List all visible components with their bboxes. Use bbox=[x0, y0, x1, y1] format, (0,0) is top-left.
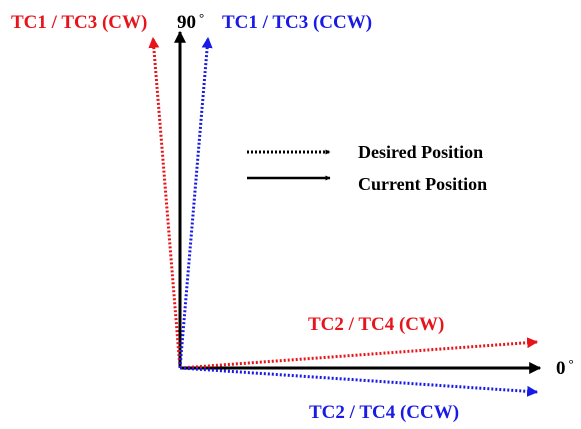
tc13-cw-label: TC1 / TC3 (CW) bbox=[11, 12, 147, 33]
tc13-ccw-label: TC1 / TC3 (CCW) bbox=[222, 12, 372, 33]
deg0-label: 0 ° bbox=[556, 356, 574, 379]
deg0-value: 0 bbox=[556, 358, 566, 379]
tc24-cw-label: TC2 / TC4 (CW) bbox=[308, 314, 444, 335]
legend-current-label: Current Position bbox=[358, 174, 487, 194]
deg90-value: 90 bbox=[177, 12, 196, 33]
deg90-label: 90 ° bbox=[177, 10, 204, 33]
tc24-ccw-label: TC2 / TC4 (CCW) bbox=[309, 402, 459, 423]
tc13-cw-arrow bbox=[148, 36, 182, 369]
tc24-ccw-arrow bbox=[179, 366, 539, 397]
tc24-cw-arrow bbox=[179, 337, 539, 370]
deg0-degree-symbol: ° bbox=[569, 356, 574, 371]
legend-desired-label: Desired Position bbox=[358, 142, 483, 162]
tc13-ccw-arrow bbox=[178, 36, 213, 369]
deg90-degree-symbol: ° bbox=[199, 10, 204, 25]
